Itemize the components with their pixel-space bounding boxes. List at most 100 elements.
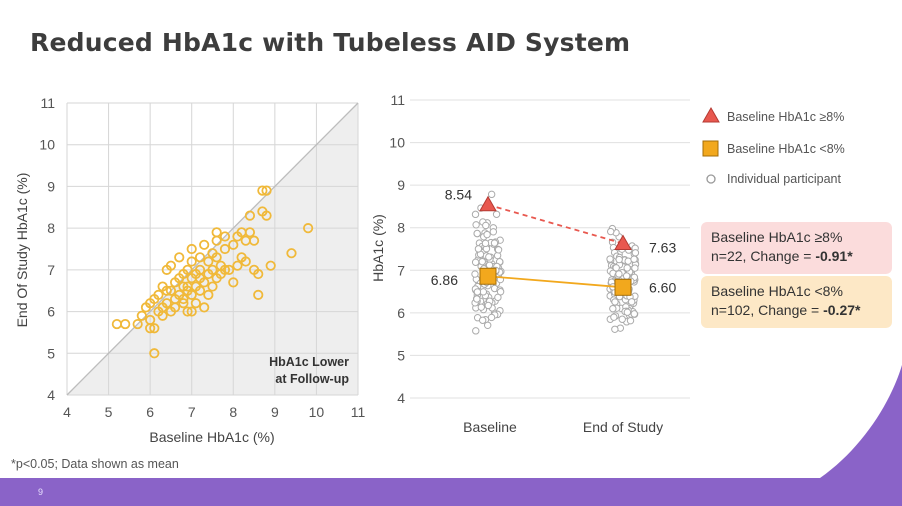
participant-point [485,253,493,261]
x-tick-label: 9 [271,404,279,420]
data-point [111,318,122,330]
participant-point [630,255,638,263]
participant-point [482,221,490,230]
series-marker-low [614,278,632,296]
data-point [178,298,189,309]
data-point [186,289,197,300]
participant-point [487,190,496,199]
participant-point [496,288,505,296]
line-chart: 4 5 6 7 8 9 10 11 8.54 7.63 6.86 6.60 HbA1c (%) Ba… [370,92,690,435]
data-point [219,231,231,242]
data-point [219,264,231,275]
circle-icon [706,174,716,184]
participant-point [627,298,636,306]
scatter-chart: 4 5 6 7 8 9 10 11 4 5 6 7 8 9 10 11 HbA1c Lower at Foll… [14,95,365,445]
participant-point [471,258,480,266]
participant-point [472,221,480,229]
annotation-line-1: HbA1c Lower [269,355,349,369]
participant-point [490,239,499,247]
participant-point [611,298,619,306]
participant-point [487,313,496,322]
legend-individual-label: Individual participant [727,172,841,186]
participant-point [494,246,503,254]
data-point [149,348,160,359]
x-tick-label: 10 [309,404,325,420]
participant-point [474,245,483,253]
data-point [165,260,177,271]
data-point [286,248,297,259]
data-point [182,281,193,292]
summary-high-line-1: Baseline HbA1c ≥8% [711,229,843,245]
participant-point [477,303,486,311]
data-point [232,260,243,271]
data-point [178,293,189,305]
summary-box-high: Baseline HbA1c ≥8% n=22, Change = -0.91* [701,222,892,274]
participant-point [626,316,635,325]
summary-low-text: n=102, Change = [711,302,824,318]
x-tick-label: 7 [188,404,196,420]
data-point [199,239,210,250]
x-tick-label: 4 [63,404,71,420]
x-tick-label: 8 [229,404,237,420]
data-point [194,285,206,296]
x-tick-label: 5 [105,404,113,420]
participant-point [610,313,618,321]
participant-point [483,321,492,329]
summary-high-change: -0.91* [815,248,853,264]
data-point [228,277,239,288]
data-point [261,210,272,221]
y-axis-label: HbA1c (%) [370,214,386,282]
participant-point [471,210,480,219]
triangle-icon [702,106,720,123]
summary-high-line-2: n=22, Change = -0.91* [711,247,882,266]
data-point [207,264,218,275]
participant-point [492,210,501,218]
data-point [261,185,272,196]
y-tick-label: 8 [47,220,55,236]
y-tick-label: 5 [47,345,55,361]
summary-low-line-1: Baseline HbA1c <8% [711,283,843,299]
data-point [174,252,185,263]
data-label-high-end: 7.63 [649,239,676,255]
x-axis-label: Baseline HbA1c (%) [149,429,274,445]
data-point [161,285,172,296]
y-tick-label: 9 [397,177,405,193]
data-point [257,185,268,196]
series-marker-high [479,195,497,212]
participant-point [478,316,487,324]
data-point [194,252,206,263]
data-point [194,273,206,284]
data-point [219,243,231,255]
participant-point [630,310,638,318]
data-point [224,264,235,275]
data-point [186,306,197,317]
participant-point [478,257,486,266]
data-point [211,252,222,263]
data-point [186,256,197,267]
data-point [211,235,222,246]
participant-point [615,270,623,278]
y-tick-label: 11 [390,92,405,108]
participant-point [611,325,619,333]
participant-point [615,255,623,264]
data-point [211,227,222,238]
data-point [244,210,256,221]
summary-low-line-2: n=102, Change = -0.27* [711,301,882,320]
y-tick-label: 7 [397,262,405,278]
legend-low-label: Baseline HbA1c <8% [727,142,845,156]
data-point [149,323,160,334]
summary-box-low: Baseline HbA1c <8% n=102, Change = -0.27… [701,276,892,328]
participant-point [489,228,498,236]
data-point [136,310,147,321]
data-point [199,302,210,313]
data-label-low-end: 6.60 [649,279,676,295]
x-tick-label: 11 [351,404,366,420]
y-tick-label: 6 [47,304,55,320]
y-axis-label: End Of Study HbA1c (%) [14,173,30,328]
data-point [153,289,164,300]
decorative-swoosh [0,365,902,506]
series-marker-high [614,234,632,250]
data-point [169,302,181,313]
participant-point [473,229,481,238]
